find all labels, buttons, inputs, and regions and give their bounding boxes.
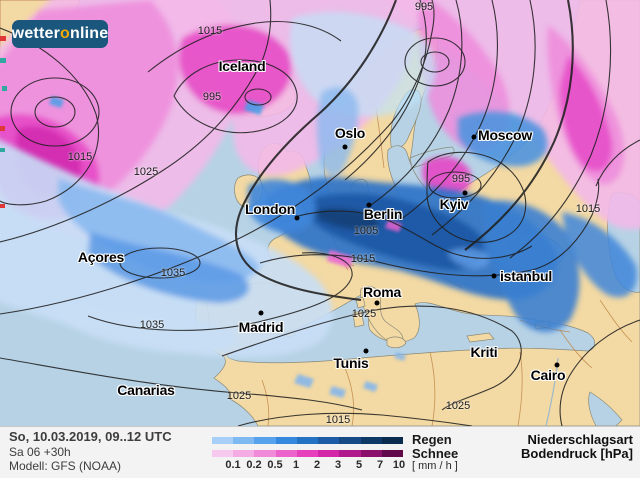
snow-color-scale [212,450,403,457]
isobar-label: 995 [451,173,471,185]
city-label-london: London [244,201,296,217]
city-label-oslo: Oslo [334,125,366,141]
isobar-label: 1025 [445,400,471,412]
snow-swatch [318,450,340,457]
isobar-label: 1025 [226,390,252,402]
city-dot [491,273,497,279]
snow-legend-label: Schnee [412,446,459,461]
city-label-canarias: Canarias [117,382,175,398]
isobar-label: 1005 [353,225,379,237]
rain-swatch [254,437,276,444]
city-label-kriti: Kriti [470,344,498,360]
legend-tick: 5 [355,459,363,471]
snow-swatch [339,450,361,457]
logo-text-part1: wetter [11,25,60,42]
logo-accent-letter: o [60,25,70,42]
rain-swatch [381,437,403,444]
city-label-acores: Açores [77,249,125,265]
rain-swatch [296,437,319,444]
isobar-label: 1025 [351,308,377,320]
isobar-label: 1025 [133,166,159,178]
snow-swatch [360,450,382,457]
city-dot [374,300,380,306]
snow-swatch [275,450,297,457]
edge-marks [0,36,7,208]
snow-swatch [212,450,234,457]
city-dot [471,134,477,140]
city-label-istanbul: istanbul [499,268,553,284]
isobar-label: 995 [414,1,434,13]
legend-tick: 3 [334,459,342,471]
isobar-label: 1015 [325,414,351,426]
legend-tick: 2 [313,459,321,471]
city-dot [258,310,264,316]
legend-tick: 1 [292,459,300,471]
city-label-roma: Roma [362,284,402,300]
legend-tick: 0.5 [267,459,283,471]
snow-swatch [233,450,255,457]
layer-title-surface-pressure: Bodendruck [hPa] [521,446,633,461]
rain-color-scale [212,437,403,444]
rain-swatch [360,437,382,444]
isobar-label: 995 [202,91,222,103]
valid-datetime: So, 10.03.2019, 09..12 UTC [9,429,172,444]
legend-tick: 10 [392,459,406,471]
rain-swatch [318,437,340,444]
snow-swatch [296,450,319,457]
isobar-label: 1015 [67,151,93,163]
europe-precipitation-map: 1015 995 995 1015 1025 995 1015 1005 101… [0,0,640,426]
city-dots [258,134,560,368]
layer-title-precipitation-type: Niederschlagsart [527,432,634,447]
rain-swatch [275,437,297,444]
city-dot [363,348,369,354]
legend-tick: 0.2 [246,459,262,471]
city-label-kyiv: Kyiv [439,196,469,212]
city-label-berlin: Berlin [363,206,403,222]
city-label-madrid: Madrid [238,319,284,335]
model-name: Modell: GFS (NOAA) [9,459,122,473]
city-dot [366,202,372,208]
isobar-label: 1015 [197,25,223,37]
city-dot [462,190,468,196]
isobar-label: 1035 [139,319,165,331]
model-run: Sa 06 +30h [9,445,71,459]
city-dot [554,362,560,368]
legend-unit: [ mm / h ] [412,460,458,472]
isobar-label: 1015 [575,203,601,215]
city-label-moscow: Moscow [477,127,533,143]
isobars [0,0,640,426]
snow-swatch [381,450,403,457]
city-label-tunis: Tunis [333,355,369,371]
isobar-label: 1035 [160,267,186,279]
snow-swatch [254,450,276,457]
rain-specks [49,96,406,398]
rain-swatch [212,437,234,444]
rain-swatch [339,437,361,444]
rain-swatch [233,437,255,444]
legend-tick: 7 [376,459,384,471]
city-label-iceland: Iceland [218,58,266,74]
wetteronline-logo[interactable]: wetter o nline [12,20,108,48]
isobar-label: 1015 [350,253,376,265]
city-label-cairo: Cairo [530,367,566,383]
city-dot [294,215,300,221]
map-graphic [0,0,640,426]
rain-legend-label: Regen [412,432,452,447]
legend-tick: 0.1 [225,459,241,471]
logo-text-part2: nline [69,25,109,42]
city-dot [342,144,348,150]
